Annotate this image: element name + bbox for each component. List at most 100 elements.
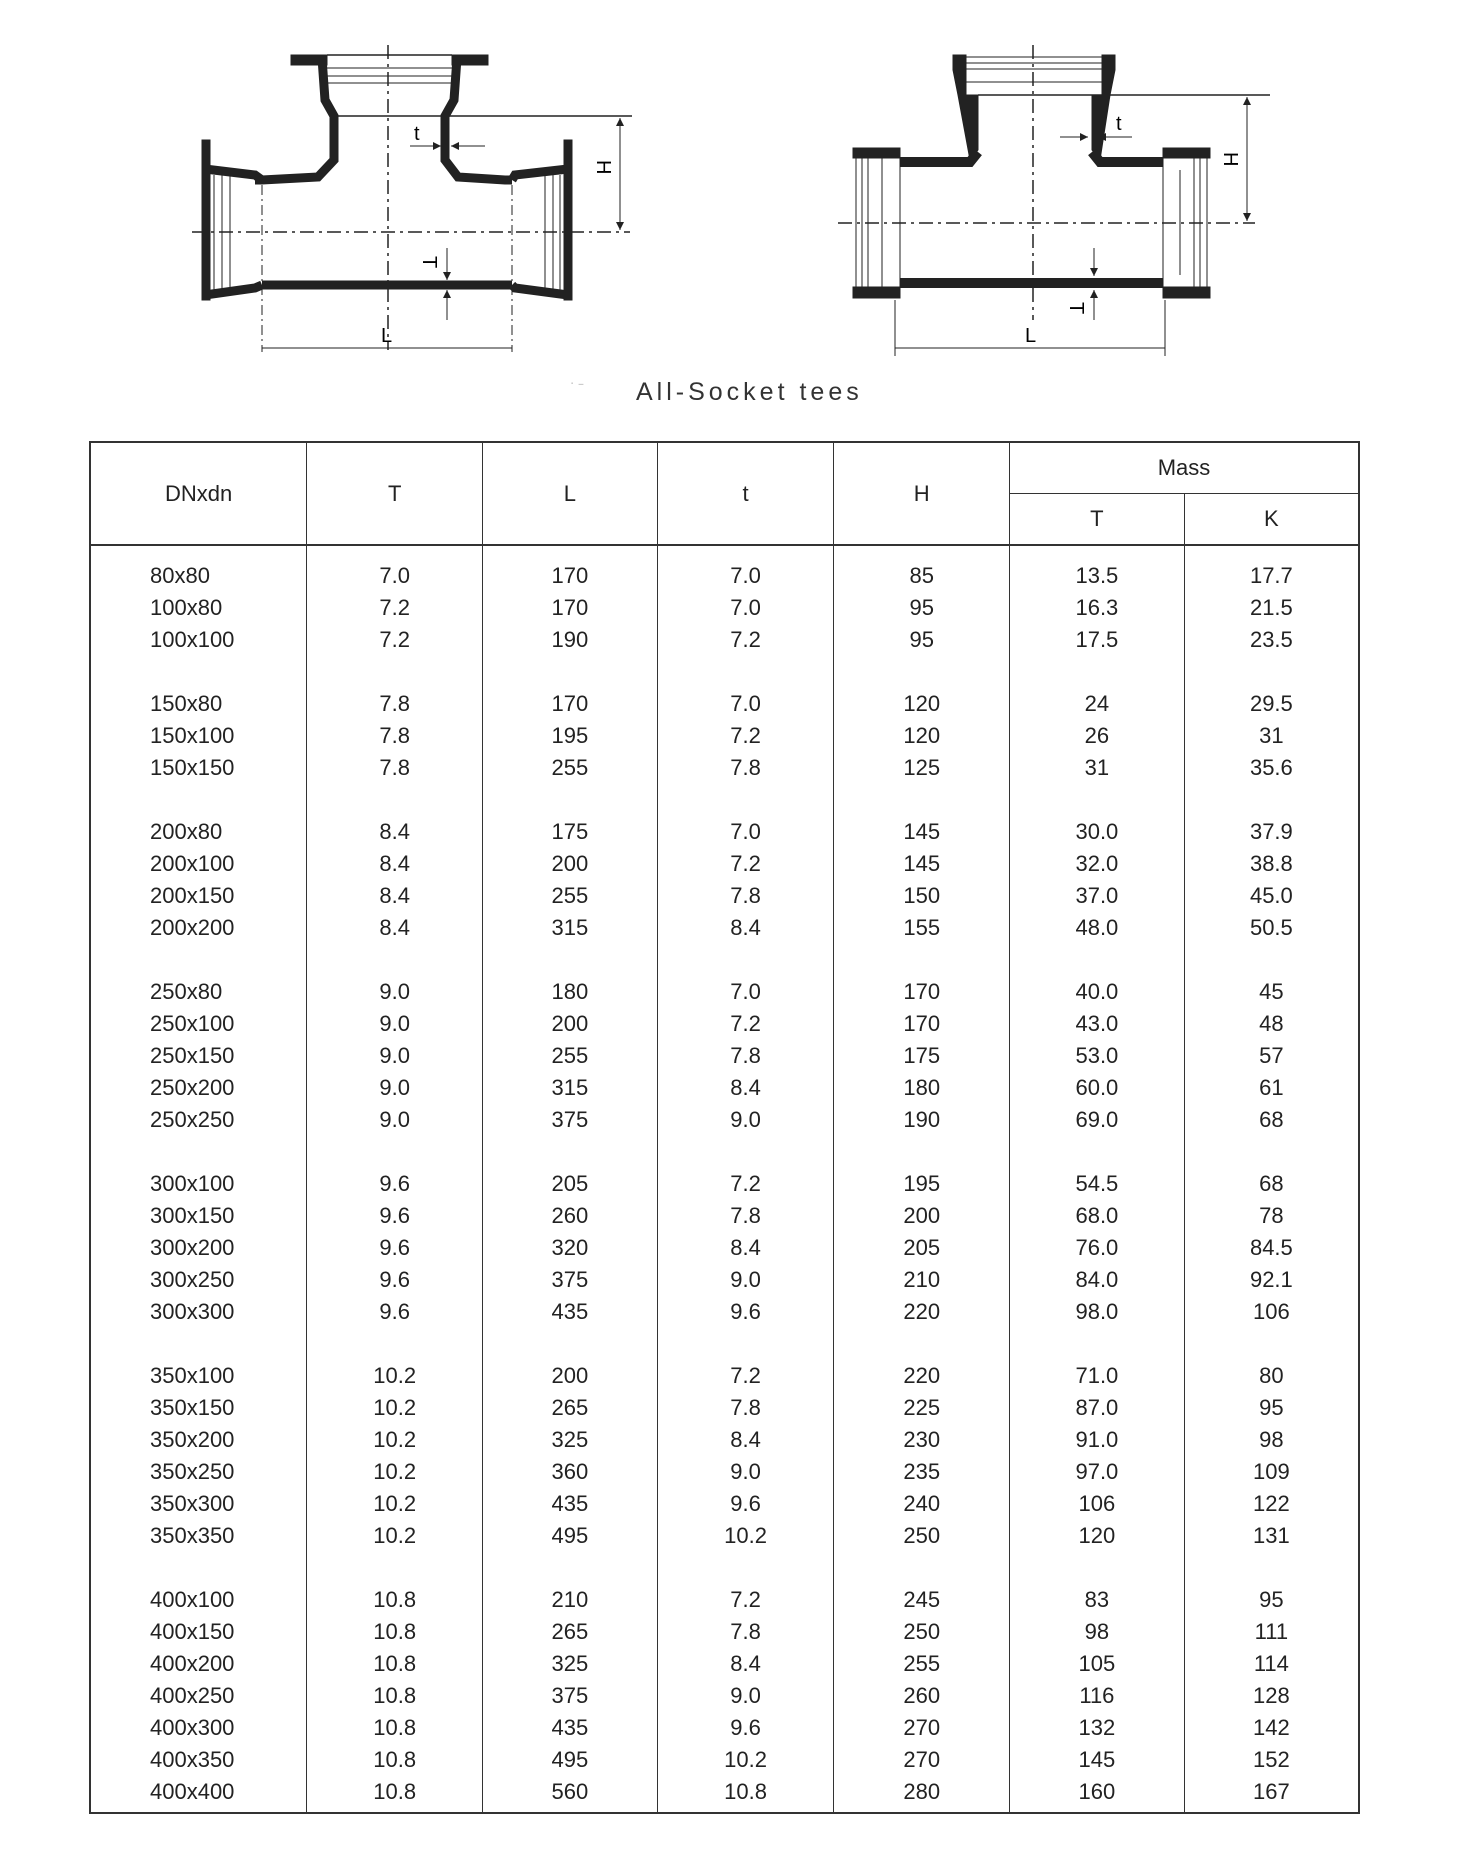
cell-dn: 300x150 — [89, 1200, 308, 1232]
spacer-cell — [1183, 1552, 1360, 1584]
table-row: 300x200 9.6 320 8.4 205 76.0 84.5 — [89, 1232, 1360, 1264]
spacer-row — [89, 1136, 1360, 1168]
table-row: 400x350 10.8 495 10.2 270 145 152 — [89, 1744, 1360, 1776]
cell-mass-K: 131 — [1183, 1520, 1360, 1552]
flanged-tee-drawing — [192, 45, 632, 352]
spacer-cell — [1183, 784, 1360, 816]
cell-mass-K: 37.9 — [1183, 816, 1360, 848]
cell-T: 10.2 — [306, 1520, 484, 1552]
cell-H: 195 — [833, 1168, 1011, 1200]
cell-L: 315 — [482, 912, 658, 944]
cell-mass-K: 29.5 — [1183, 688, 1360, 720]
table-row: 250x150 9.0 255 7.8 175 53.0 57 — [89, 1040, 1360, 1072]
cell-mass-K: 45.0 — [1183, 880, 1360, 912]
cell-dn: 400x200 — [89, 1648, 308, 1680]
H-label-2: H — [1219, 152, 1241, 166]
cell-H: 95 — [833, 624, 1011, 656]
cell-dn: 250x200 — [89, 1072, 308, 1104]
cell-t: 7.0 — [656, 545, 835, 592]
cell-L: 190 — [482, 624, 658, 656]
cell-t: 7.2 — [656, 1584, 835, 1616]
cell-L: 560 — [482, 1776, 658, 1813]
cell-T: 9.0 — [306, 1008, 484, 1040]
cell-T: 10.8 — [306, 1680, 484, 1712]
cell-H: 270 — [833, 1744, 1011, 1776]
table-row: 100x80 7.2 170 7.0 95 16.3 21.5 — [89, 592, 1360, 624]
spacer-cell — [656, 944, 835, 976]
cell-H: 150 — [833, 880, 1011, 912]
cell-mass-T: 40.0 — [1009, 976, 1185, 1008]
spacer-cell — [89, 944, 308, 976]
cell-mass-T: 105 — [1009, 1648, 1185, 1680]
table-row: 400x100 10.8 210 7.2 245 83 95 — [89, 1584, 1360, 1616]
cell-dn: 100x80 — [89, 592, 308, 624]
cell-L: 375 — [482, 1680, 658, 1712]
cell-mass-T: 91.0 — [1009, 1424, 1185, 1456]
cell-L: 205 — [482, 1168, 658, 1200]
spacer-cell — [482, 1552, 658, 1584]
cell-H: 250 — [833, 1616, 1011, 1648]
table-row: 150x80 7.8 170 7.0 120 24 29.5 — [89, 688, 1360, 720]
cell-t: 9.0 — [656, 1264, 835, 1296]
table-row: 300x250 9.6 375 9.0 210 84.0 92.1 — [89, 1264, 1360, 1296]
cell-t: 9.6 — [656, 1712, 835, 1744]
cell-L: 315 — [482, 1072, 658, 1104]
cell-mass-K: 128 — [1183, 1680, 1360, 1712]
table-row: 150x150 7.8 255 7.8 125 31 35.6 — [89, 752, 1360, 784]
cell-mass-K: 31 — [1183, 720, 1360, 752]
cell-dn: 300x200 — [89, 1232, 308, 1264]
cell-dn: 400x100 — [89, 1584, 308, 1616]
cell-H: 145 — [833, 816, 1011, 848]
cell-L: 180 — [482, 976, 658, 1008]
cell-H: 190 — [833, 1104, 1011, 1136]
cell-mass-K: 17.7 — [1183, 545, 1360, 592]
cell-mass-K: 50.5 — [1183, 912, 1360, 944]
cell-L: 435 — [482, 1712, 658, 1744]
cell-dn: 200x80 — [89, 816, 308, 848]
spacer-cell — [1009, 1328, 1185, 1360]
cell-dn: 200x200 — [89, 912, 308, 944]
cell-T: 8.4 — [306, 816, 484, 848]
faint-mark: ˙ ̄ — [570, 380, 581, 400]
cell-L: 435 — [482, 1488, 658, 1520]
cell-L: 170 — [482, 592, 658, 624]
cell-mass-K: 106 — [1183, 1296, 1360, 1328]
header-mass-K: K — [1183, 493, 1360, 546]
spacer-cell — [1009, 1136, 1185, 1168]
cell-mass-K: 95 — [1183, 1392, 1360, 1424]
cell-L: 200 — [482, 848, 658, 880]
t-label-2: t — [1116, 113, 1122, 135]
cell-T: 10.8 — [306, 1776, 484, 1813]
cell-mass-K: 84.5 — [1183, 1232, 1360, 1264]
cell-T: 7.2 — [306, 592, 484, 624]
table-row: 200x80 8.4 175 7.0 145 30.0 37.9 — [89, 816, 1360, 848]
cell-t: 9.0 — [656, 1104, 835, 1136]
spacer-cell — [656, 656, 835, 688]
cell-T: 7.8 — [306, 752, 484, 784]
cell-H: 155 — [833, 912, 1011, 944]
cell-dn: 150x80 — [89, 688, 308, 720]
cell-L: 255 — [482, 1040, 658, 1072]
cell-L: 265 — [482, 1392, 658, 1424]
cell-H: 175 — [833, 1040, 1011, 1072]
cell-t: 7.8 — [656, 1200, 835, 1232]
cell-dn: 400x400 — [89, 1776, 308, 1813]
cell-mass-T: 24 — [1009, 688, 1185, 720]
cell-mass-T: 106 — [1009, 1488, 1185, 1520]
cell-mass-K: 109 — [1183, 1456, 1360, 1488]
cell-t: 8.4 — [656, 1232, 835, 1264]
cell-H: 120 — [833, 688, 1011, 720]
cell-mass-T: 87.0 — [1009, 1392, 1185, 1424]
cell-mass-K: 95 — [1183, 1584, 1360, 1616]
cell-mass-T: 132 — [1009, 1712, 1185, 1744]
spacer-cell — [833, 944, 1011, 976]
cell-mass-K: 35.6 — [1183, 752, 1360, 784]
spacer-cell — [306, 1136, 484, 1168]
cell-t: 9.6 — [656, 1296, 835, 1328]
cell-mass-K: 78 — [1183, 1200, 1360, 1232]
cell-H: 120 — [833, 720, 1011, 752]
cell-H: 235 — [833, 1456, 1011, 1488]
cell-T: 7.8 — [306, 688, 484, 720]
cell-mass-T: 120 — [1009, 1520, 1185, 1552]
spacer-cell — [89, 656, 308, 688]
